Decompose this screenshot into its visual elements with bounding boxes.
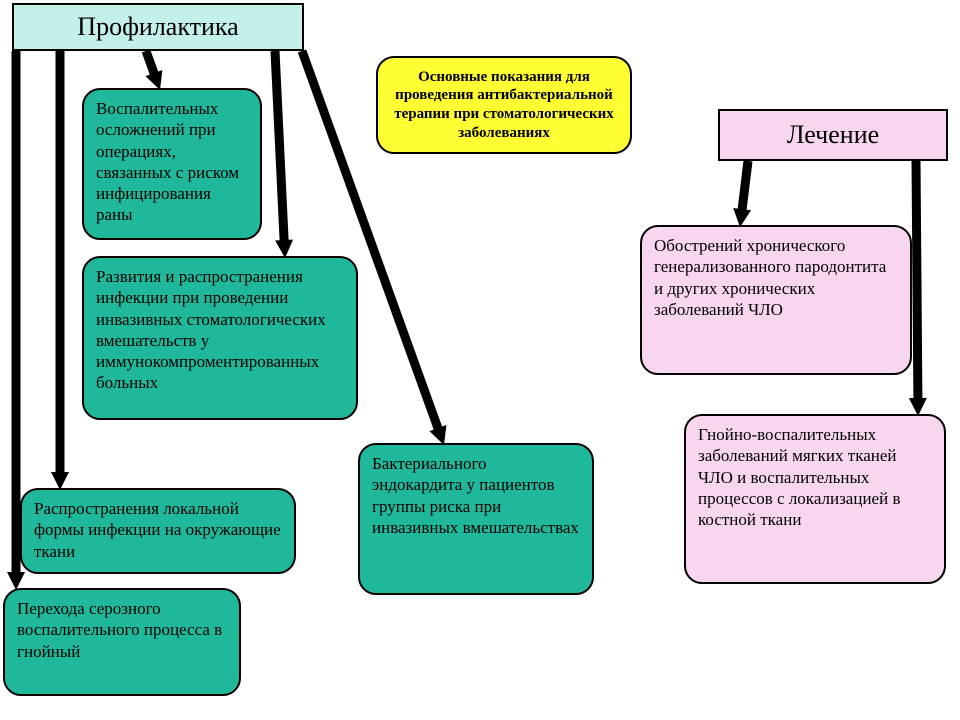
teal-box-local-infection-spread: Распространения локальной формы инфекции…	[20, 488, 296, 574]
teal-box-1-text: Воспалительных осложнений при операциях,…	[96, 99, 239, 224]
pink-box-chronic-periodontitis: Обострений хронического генерализованног…	[640, 225, 912, 375]
header-profilaktika: Профилактика	[12, 3, 304, 51]
arrow-6	[733, 161, 752, 228]
teal-box-3-text: Распространения локальной формы инфекции…	[34, 499, 281, 561]
pink-box-purulent-inflammatory: Гнойно-воспалительных заболеваний мягких…	[684, 414, 946, 584]
arrow-3	[51, 51, 69, 490]
teal-box-2-text: Развития и распространения инфекции при …	[96, 267, 326, 392]
teal-box-5-text: Бактериального эндокардита у пациентов г…	[372, 454, 579, 537]
teal-box-infection-spread-immuno: Развития и распространения инфекции при …	[82, 256, 358, 420]
arrow-2	[271, 51, 294, 258]
diagram-stage: Профилактика Лечение Основные показания …	[0, 0, 960, 720]
header-lechenie: Лечение	[718, 109, 948, 161]
header-lechenie-label: Лечение	[787, 119, 879, 152]
pink-box-1-text: Обострений хронического генерализованног…	[654, 236, 886, 319]
center-title-label: Основные показания для проведения антиба…	[390, 68, 618, 143]
teal-box-inflammation-complications: Воспалительных осложнений при операциях,…	[82, 88, 262, 240]
header-profilaktika-label: Профилактика	[77, 11, 238, 44]
center-title-box: Основные показания для проведения антиба…	[376, 56, 632, 154]
teal-box-serous-to-purulent: Перехода серозного воспалительного проце…	[3, 588, 241, 696]
teal-box-bacterial-endocarditis: Бактериального эндокардита у пациентов г…	[358, 443, 594, 595]
arrow-1	[142, 50, 163, 91]
pink-box-2-text: Гнойно-воспалительных заболеваний мягких…	[698, 425, 900, 529]
teal-box-4-text: Перехода серозного воспалительного проце…	[17, 599, 222, 661]
